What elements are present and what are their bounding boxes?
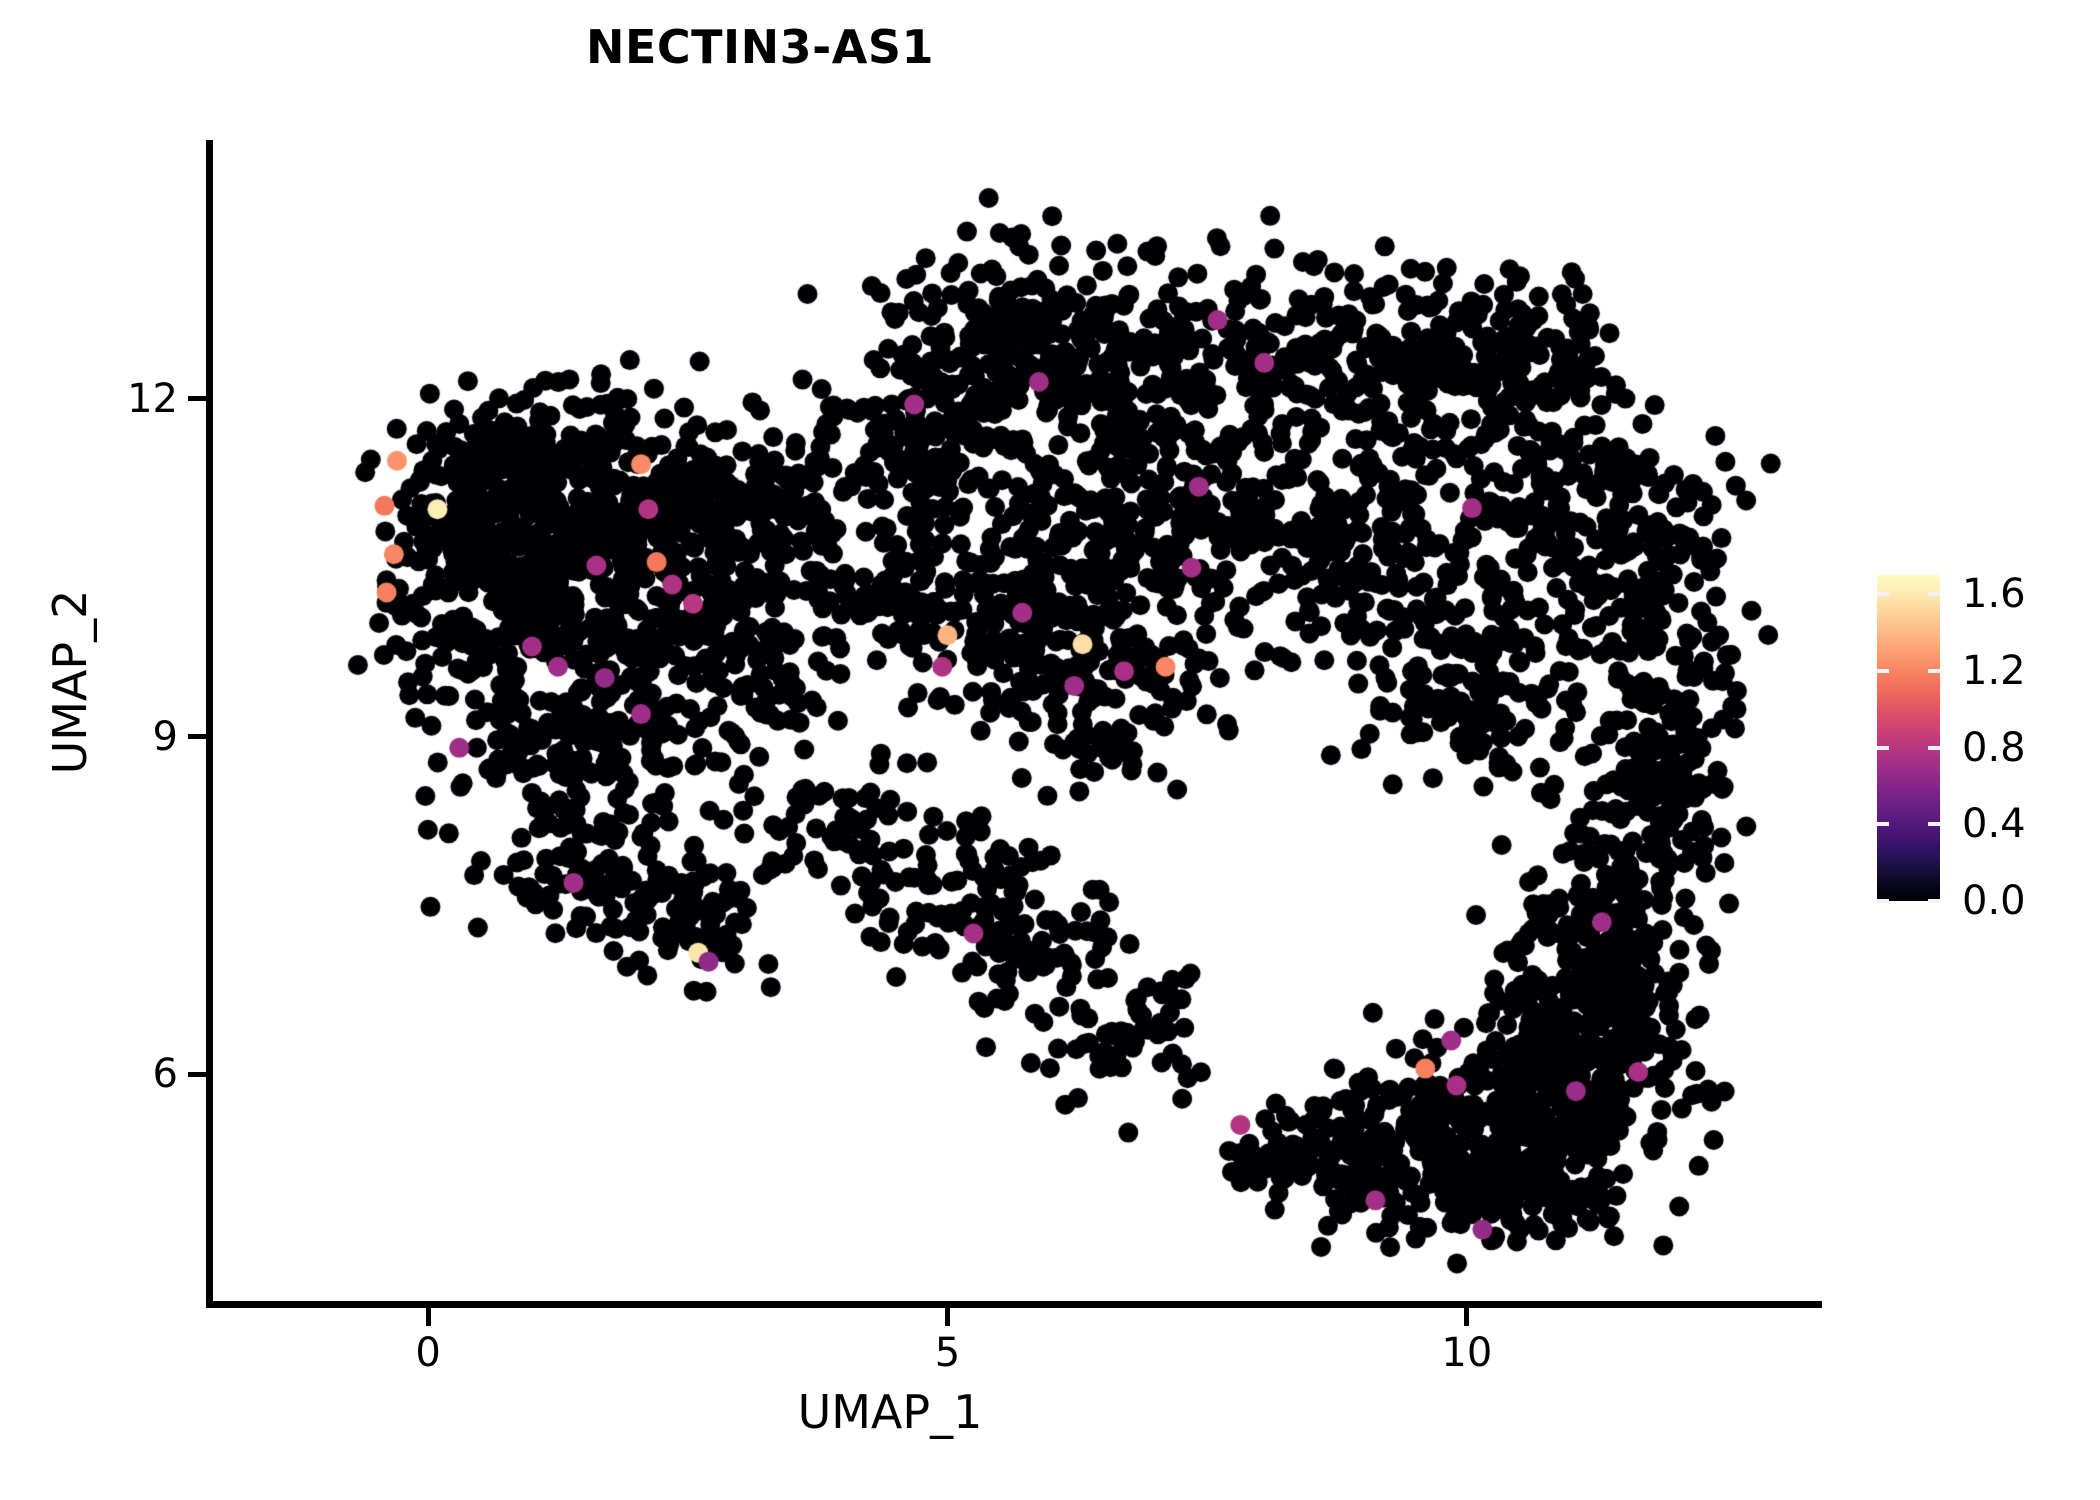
colorbar-tick-label: 0.8 <box>1962 724 2026 771</box>
colorbar-tick-mark <box>1928 668 1940 673</box>
colorbar-tick-mark <box>1928 822 1940 827</box>
colorbar-tick-mark <box>1928 745 1940 750</box>
y-tick-mark <box>188 734 206 740</box>
colorbar-tick-label: 1.6 <box>1962 571 2026 618</box>
y-tick-mark <box>188 396 206 402</box>
colorbar-tick-label: 0.4 <box>1962 801 2026 848</box>
x-tick-mark <box>425 1308 431 1326</box>
chart-title: NECTIN3-AS1 <box>585 20 934 74</box>
scatter-points-layer <box>210 140 1820 1305</box>
x-tick-label: 0 <box>415 1330 441 1376</box>
colorbar-tick-mark <box>1928 899 1940 903</box>
scatter-canvas <box>210 140 1820 1305</box>
colorbar-tick-label: 0.0 <box>1962 878 2026 924</box>
colorbar-tick-mark <box>1877 822 1889 827</box>
colorbar-tick-mark <box>1877 592 1889 597</box>
y-tick-label: 9 <box>152 713 178 760</box>
colorbar-tick-label: 1.2 <box>1962 647 2026 694</box>
x-tick-mark <box>1464 1308 1470 1326</box>
y-tick-label: 6 <box>152 1051 178 1098</box>
colorbar-gradient <box>1877 575 1940 901</box>
y-axis-label: UMAP_2 <box>43 589 97 775</box>
colorbar-tick-mark <box>1877 745 1889 750</box>
x-tick-mark <box>944 1308 950 1326</box>
y-tick-label: 12 <box>127 375 178 422</box>
x-tick-label: 5 <box>934 1330 961 1376</box>
y-axis-spine <box>206 140 213 1308</box>
colorbar-tick-mark <box>1877 668 1889 673</box>
x-tick-label: 10 <box>1441 1330 1493 1376</box>
x-axis-label: UMAP_1 <box>797 1385 983 1439</box>
colorbar-tick-mark <box>1877 899 1889 903</box>
colorbar: 0.0 0.4 0.8 1.2 1.6 <box>1877 571 2077 924</box>
colorbar-tick-mark <box>1928 592 1940 597</box>
y-tick-mark <box>188 1071 206 1077</box>
